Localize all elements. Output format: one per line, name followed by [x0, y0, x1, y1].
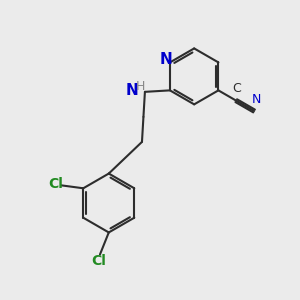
Text: Cl: Cl [91, 254, 106, 268]
Text: N: N [252, 93, 261, 106]
Text: N: N [160, 52, 173, 67]
Text: C: C [232, 82, 241, 95]
Text: H: H [136, 80, 145, 93]
Text: Cl: Cl [49, 177, 63, 191]
Text: N: N [126, 83, 138, 98]
